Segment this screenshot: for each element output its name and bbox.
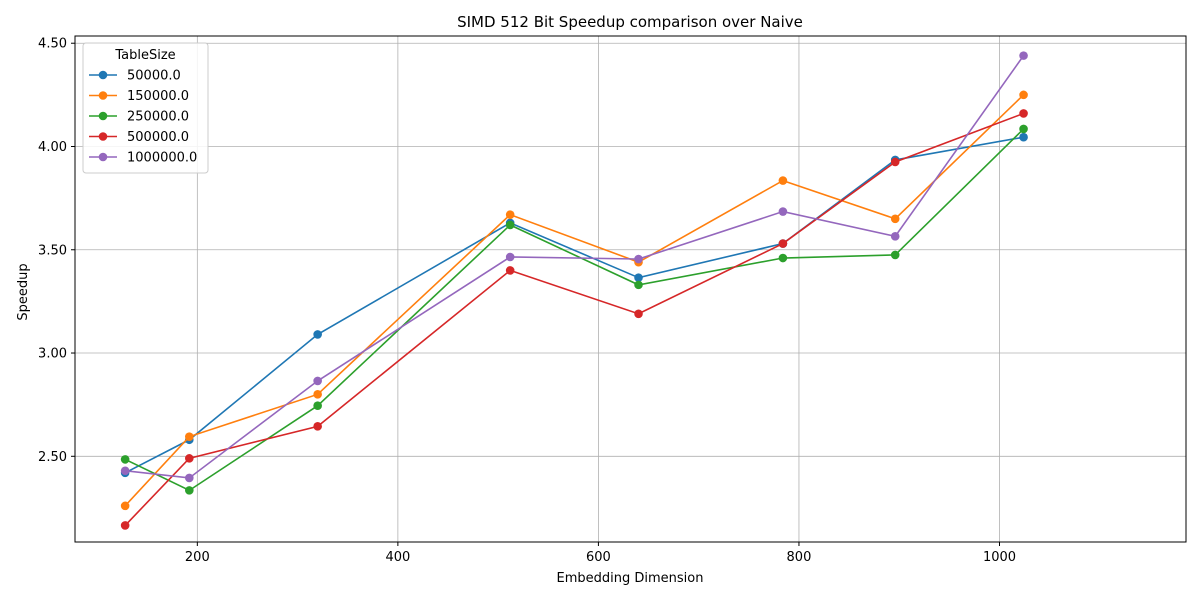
- data-point: [505, 252, 515, 262]
- data-point: [1019, 51, 1028, 60]
- data-point: [890, 214, 900, 224]
- data-point: [505, 210, 515, 219]
- x-tick-label: 600: [586, 550, 611, 565]
- legend-swatch-marker: [98, 132, 108, 141]
- data-point: [120, 501, 130, 511]
- y-tick-label: 4.50: [38, 37, 67, 52]
- y-tick-label: 3.00: [38, 347, 67, 362]
- data-point: [313, 422, 322, 431]
- data-point: [1019, 90, 1028, 100]
- data-point: [505, 220, 515, 230]
- x-tick-label: 400: [385, 550, 410, 565]
- grid: [75, 36, 1186, 542]
- legend-label: 1000000.0: [127, 151, 197, 166]
- legend: TableSize 50000.0 150000.0 250000.0 500000.0…: [82, 42, 209, 174]
- data-point: [185, 454, 194, 463]
- x-tick-label: 1000: [983, 550, 1016, 565]
- y-tick-label: 2.50: [38, 450, 67, 465]
- data-point: [313, 330, 322, 339]
- data-point: [505, 266, 515, 275]
- data-point: [634, 273, 643, 282]
- y-axis-label: Speedup: [16, 263, 31, 320]
- y-tick-label: 3.50: [38, 243, 67, 258]
- data-point: [120, 455, 130, 464]
- data-point: [185, 486, 194, 495]
- data-point: [890, 232, 900, 241]
- data-point: [313, 401, 322, 410]
- plot-frame: [74, 35, 1187, 543]
- data-point: [778, 176, 788, 185]
- legend-swatch-marker: [98, 70, 108, 80]
- series-line: [125, 55, 1025, 479]
- axes: 200 400 600 800 1000 2.50 3.00 3.50 4.00 4.50: [38, 35, 1187, 565]
- series-line: [124, 128, 1025, 492]
- legend-label: 50000.0: [127, 69, 181, 84]
- data-point: [313, 390, 322, 399]
- data-point: [778, 253, 788, 263]
- x-tick-label: 200: [185, 550, 210, 565]
- legend-swatch-marker: [98, 111, 108, 121]
- legend-swatch-marker: [98, 152, 108, 162]
- series-line: [124, 94, 1025, 507]
- data-point: [1019, 132, 1028, 142]
- data-point: [185, 473, 194, 483]
- series-line: [124, 112, 1024, 527]
- legend-title: TableSize: [114, 48, 175, 63]
- legend-swatch-marker: [98, 91, 108, 100]
- data-point: [634, 280, 643, 290]
- data-point: [778, 207, 788, 216]
- data-point: [778, 239, 788, 248]
- legend-label: 150000.0: [127, 89, 189, 104]
- chart-title: SIMD 512 Bit Speedup comparison over Nai…: [457, 13, 803, 31]
- series-line: [124, 136, 1024, 474]
- data-point: [185, 432, 194, 441]
- x-tick-label: 800: [787, 550, 812, 565]
- data-point: [120, 521, 130, 530]
- data-point: [313, 376, 322, 386]
- data-point: [120, 466, 130, 476]
- series-group: [120, 51, 1028, 530]
- y-tick-label: 4.00: [38, 140, 67, 155]
- data-point: [1019, 124, 1028, 134]
- x-axis-label: Embedding Dimension: [557, 571, 704, 586]
- legend-label: 250000.0: [127, 110, 189, 125]
- data-point: [890, 250, 900, 260]
- data-point: [634, 254, 643, 264]
- data-point: [1019, 109, 1028, 118]
- data-point: [634, 309, 643, 319]
- legend-label: 500000.0: [127, 130, 189, 145]
- data-point: [890, 157, 900, 167]
